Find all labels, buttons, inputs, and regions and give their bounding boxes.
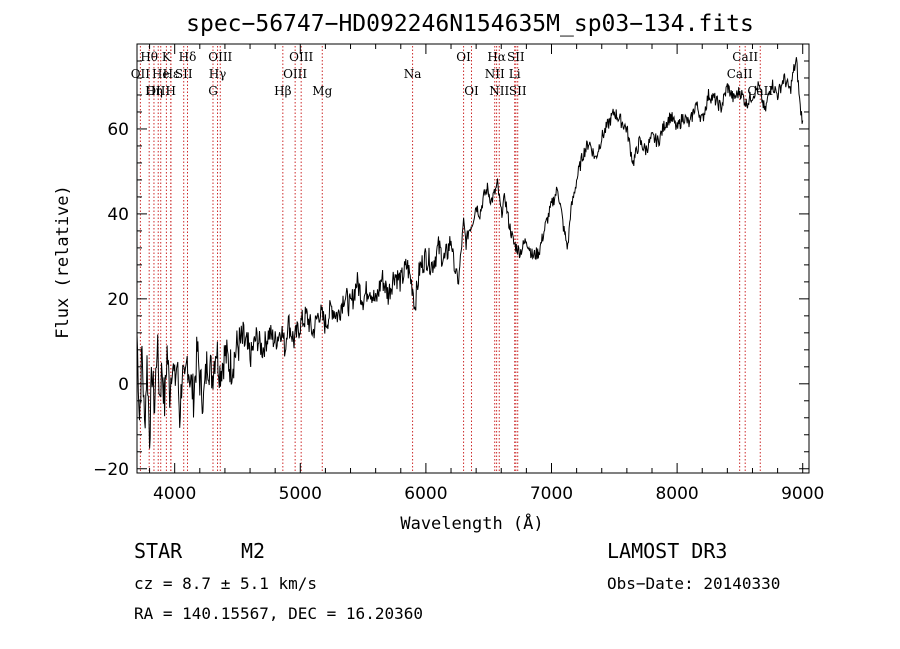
spectral-line-label: G: [208, 84, 218, 98]
observation-date: Obs−Date: 20140330: [607, 574, 780, 593]
y-tick-label: −20: [93, 460, 129, 480]
y-tick-label: 0: [118, 375, 129, 395]
spectral-line-label: Hε: [163, 67, 180, 81]
spectral-line-label: He: [152, 67, 170, 81]
spectrum-series: [136, 57, 804, 449]
spectral-line-label: OIII: [208, 50, 232, 64]
spectral-line-label: Mg: [312, 84, 332, 98]
spectrum-info: STAR M2 LAMOST DR3 cz = 8.7 ± 5.1 km/s O…: [134, 539, 780, 623]
object-class: STAR: [134, 539, 183, 563]
y-tick-label: 20: [107, 290, 129, 310]
spectral-line-label: OIII: [283, 67, 307, 81]
redshift-value: cz = 8.7 ± 5.1 km/s: [134, 574, 317, 593]
spectral-line-label: NII: [489, 84, 509, 98]
spectral-line-label: H: [166, 84, 176, 98]
spectral-line-markers: [139, 46, 761, 473]
x-axis-label: Wavelength (Å): [400, 512, 543, 534]
spectral-line-label: Hη: [145, 84, 163, 98]
spectral-line-label: CaII: [727, 67, 753, 81]
spectral-line-label: SII: [507, 50, 525, 64]
spectral-line-label: Hθ: [140, 50, 158, 64]
spectral-line-labels: Hθ OII OIII He Hη K H Hε Hδ SII OIII Hγ G OIII OIII Hβ M…: [131, 50, 774, 98]
x-tick-label: 7000: [530, 484, 573, 504]
spectral-line-label: OIII: [289, 50, 313, 64]
spectral-line-label: Hδ: [179, 50, 197, 64]
spectral-line-label: SII: [175, 67, 193, 81]
spectral-line-label: K: [162, 50, 172, 64]
x-tick-label: 5000: [279, 484, 322, 504]
spectral-line-label: SII: [509, 84, 527, 98]
spectral-line-label: Hγ: [209, 67, 227, 81]
spectral-line-label: NII: [485, 67, 505, 81]
axis-ticks: 4000 5000 6000 7000 8000 9000 −20 0 20 40 60: [93, 44, 824, 504]
spectral-line-label: CaII: [747, 84, 773, 98]
object-subclass: M2: [241, 539, 265, 563]
spectral-line-label: OI: [456, 50, 471, 64]
spectral-line-label: Hα: [487, 50, 506, 64]
spectral-line-label: CaII: [732, 50, 758, 64]
x-tick-label: 9000: [781, 484, 824, 504]
y-axis-label: Flux (relative): [53, 185, 73, 339]
x-tick-label: 6000: [404, 484, 447, 504]
spectral-line-label: OIII: [146, 84, 170, 98]
y-tick-label: 60: [107, 120, 129, 140]
spectral-line-label: OI: [464, 84, 479, 98]
y-tick-label: 40: [107, 205, 129, 225]
spectral-line-label: OII: [131, 67, 151, 81]
x-tick-label: 8000: [655, 484, 698, 504]
spectrum-line: [136, 57, 804, 449]
spectral-line-label: Li: [509, 67, 521, 81]
sky-coordinates: RA = 140.15567, DEC = 16.20360: [134, 604, 423, 623]
plot-frame: [136, 43, 810, 474]
spectral-line-label: Hβ: [274, 84, 291, 98]
chart-title: spec−56747−HD092246N154635M_sp03−134.fit…: [186, 11, 754, 37]
survey-name: LAMOST DR3: [607, 539, 727, 563]
spectral-line-label: Na: [404, 67, 422, 81]
x-tick-label: 4000: [153, 484, 196, 504]
